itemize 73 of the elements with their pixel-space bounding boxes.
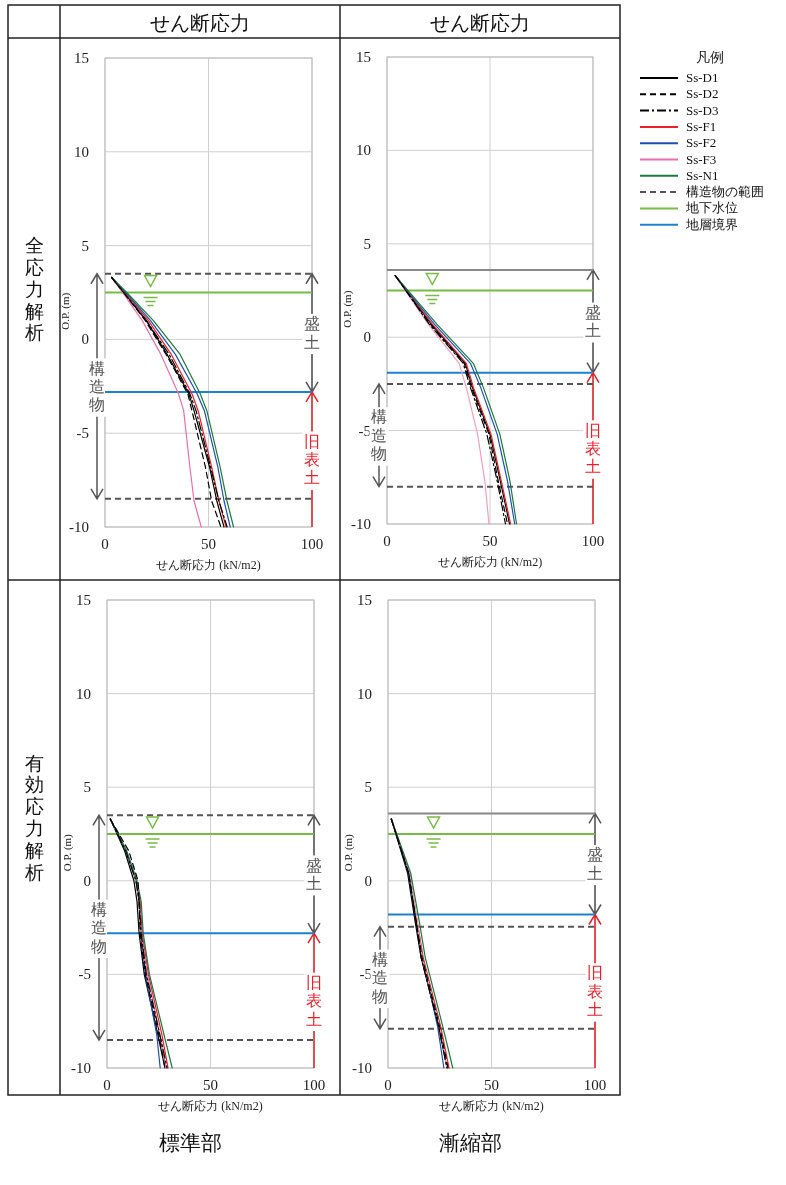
x-tick-label: 50 bbox=[203, 1077, 218, 1093]
annotation: 盛土 bbox=[587, 846, 603, 882]
text: 構造物 bbox=[89, 359, 105, 414]
text: 漸縮部 bbox=[438, 1131, 502, 1155]
y-tick-label: -10 bbox=[351, 516, 371, 532]
y-tick-label: 10 bbox=[76, 685, 91, 702]
y-tick-label: 15 bbox=[76, 592, 91, 608]
text: 標準部 bbox=[158, 1131, 222, 1155]
y-tick-label: 15 bbox=[74, 50, 89, 66]
y-tick-label: 5 bbox=[364, 779, 372, 796]
legend-label: 構造物の範囲 bbox=[686, 184, 764, 200]
y-tick-label: 0 bbox=[363, 329, 371, 346]
chart-title: せん断応力 bbox=[150, 12, 250, 34]
legend-label: 地下水位 bbox=[685, 200, 738, 216]
y-tick-label: 10 bbox=[356, 142, 371, 159]
annotation: 旧表土 bbox=[304, 432, 320, 487]
annotation: 構造物 bbox=[372, 950, 388, 1005]
x-axis-title: せん断応力 (kN/m2) bbox=[437, 555, 543, 569]
text: 全応力解析 bbox=[23, 234, 44, 344]
text: 構造物 bbox=[91, 900, 107, 955]
y-tick-label: -5 bbox=[358, 422, 371, 439]
annotation: 構造物 bbox=[371, 408, 387, 463]
x-tick-label: 100 bbox=[583, 1077, 607, 1093]
x-tick-label: 100 bbox=[581, 533, 605, 549]
annotation: 旧表土 bbox=[585, 421, 601, 476]
x-tick-label: 50 bbox=[482, 533, 498, 549]
y-tick-label: 10 bbox=[74, 143, 89, 160]
x-tick-label: 100 bbox=[302, 1077, 326, 1093]
x-axis-title: せん断応力 (kN/m2) bbox=[439, 1099, 544, 1113]
text: 有効応力解析 bbox=[23, 752, 44, 883]
x-axis-title: せん断応力 (kN/m2) bbox=[158, 1099, 263, 1113]
annotation: 盛土 bbox=[585, 303, 601, 340]
y-tick-label: -5 bbox=[359, 966, 372, 983]
legend-label: Ss-N1 bbox=[686, 167, 719, 183]
legend-label: Ss-D1 bbox=[686, 70, 719, 85]
y-tick-label: 15 bbox=[356, 49, 371, 65]
y-tick-label: 0 bbox=[81, 331, 89, 348]
y-tick-label: 0 bbox=[83, 872, 91, 889]
y-tick-label: -10 bbox=[69, 519, 89, 535]
x-axis-title: せん断応力 (kN/m2) bbox=[156, 558, 261, 572]
y-axis-title: O.P. (m) bbox=[342, 833, 355, 872]
legend-title: 凡例 bbox=[696, 50, 724, 65]
chart-title: せん断応力 bbox=[430, 12, 530, 34]
y-axis-title: O.P. (m) bbox=[61, 833, 74, 872]
x-tick-label: 0 bbox=[103, 1077, 111, 1093]
x-tick-label: 50 bbox=[484, 1077, 499, 1093]
legend-label: 地層境界 bbox=[685, 216, 738, 232]
y-tick-label: 5 bbox=[363, 235, 371, 252]
legend-label: Ss-D2 bbox=[686, 86, 719, 102]
legend-label: Ss-F3 bbox=[686, 151, 717, 167]
y-tick-label: 0 bbox=[364, 872, 372, 889]
legend-label: Ss-F2 bbox=[686, 135, 717, 151]
y-tick-label: -5 bbox=[78, 966, 91, 983]
x-tick-label: 100 bbox=[300, 536, 324, 552]
legend-label: Ss-F1 bbox=[686, 118, 717, 134]
x-tick-label: 0 bbox=[383, 533, 391, 549]
y-tick-label: -10 bbox=[71, 1060, 91, 1076]
y-tick-label: 5 bbox=[81, 237, 89, 254]
annotation: 盛土 bbox=[306, 856, 322, 893]
y-axis-title: O.P. (m) bbox=[59, 292, 72, 330]
y-tick-label: 5 bbox=[83, 779, 91, 796]
x-tick-label: 50 bbox=[201, 536, 216, 552]
x-tick-label: 0 bbox=[384, 1077, 392, 1093]
legend-label: Ss-D3 bbox=[686, 102, 719, 118]
annotation: 旧表土 bbox=[306, 973, 322, 1028]
x-tick-label: 0 bbox=[101, 536, 109, 552]
annotation: 旧表土 bbox=[587, 964, 603, 1019]
y-tick-label: 15 bbox=[357, 592, 372, 608]
y-tick-label: -5 bbox=[76, 425, 89, 442]
y-axis-title: O.P. (m) bbox=[341, 290, 354, 328]
annotation: 盛土 bbox=[304, 315, 320, 351]
y-tick-label: -10 bbox=[352, 1060, 372, 1076]
y-tick-label: 10 bbox=[357, 685, 372, 702]
